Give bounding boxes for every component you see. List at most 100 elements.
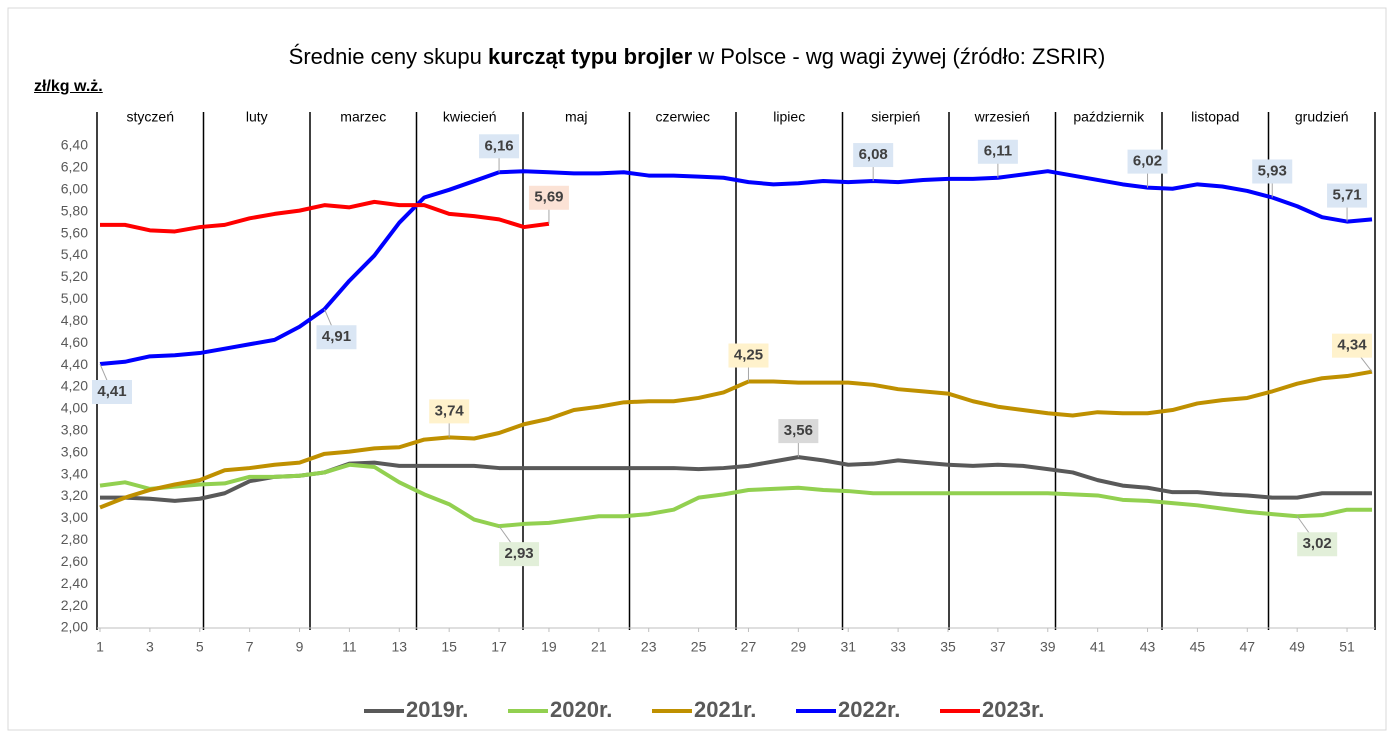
x-tick-label: 27 (741, 639, 757, 655)
y-tick-label: 6,00 (61, 181, 88, 197)
y-tick-label: 5,40 (61, 246, 88, 262)
data-label-box (1252, 159, 1293, 184)
y-tick-label: 3,80 (61, 422, 88, 438)
x-tick-label: 35 (940, 639, 956, 655)
data-label: 3,02 (1303, 535, 1332, 552)
data-label-box (1127, 149, 1168, 174)
chart-title: Średnie ceny skupu kurcząt typu brojler … (0, 44, 1394, 70)
y-tick-label: 5,20 (61, 268, 88, 284)
y-tick-label: 2,40 (61, 575, 88, 591)
y-tick-label: 3,00 (61, 509, 88, 525)
data-label-box (853, 143, 894, 168)
x-tick-label: 41 (1090, 639, 1106, 655)
data-label-box (528, 185, 569, 210)
y-tick-label: 4,20 (61, 378, 88, 394)
y-tick-label: 3,20 (61, 487, 88, 503)
data-label: 4,91 (322, 328, 351, 345)
x-tick-label: 7 (246, 639, 254, 655)
legend-label: 2021r. (694, 697, 756, 722)
x-tick-label: 45 (1190, 639, 1206, 655)
data-label-box (728, 343, 769, 368)
y-tick-label: 2,60 (61, 553, 88, 569)
y-tick-label: 5,60 (61, 224, 88, 240)
month-label: styczeń (127, 109, 174, 125)
legend-label: 2022r. (838, 697, 900, 722)
y-tick-label: 5,80 (61, 202, 88, 218)
data-label: 4,25 (734, 346, 763, 363)
x-tick-label: 19 (541, 639, 557, 655)
data-label-box (499, 542, 540, 567)
y-tick-label: 2,20 (61, 597, 88, 613)
x-tick-label: 37 (990, 639, 1006, 655)
data-label: 2,93 (504, 545, 533, 562)
y-tick-label: 6,40 (61, 137, 88, 153)
x-tick-label: 11 (342, 639, 357, 655)
y-axis-label: zł/kg w.ż. (34, 78, 103, 95)
month-label: listopad (1191, 109, 1239, 125)
month-label: kwiecień (443, 109, 497, 125)
data-label: 5,69 (534, 189, 563, 206)
legend-label: 2023r. (982, 697, 1044, 722)
data-label-box (1327, 183, 1368, 208)
x-tick-label: 21 (591, 639, 607, 655)
legend: 2019r. 2020r. 2021r. 2022r. 2023r. (364, 697, 1044, 722)
y-tick-label: 5,00 (61, 290, 88, 306)
data-label: 4,41 (97, 383, 126, 400)
y-tick-label: 2,00 (61, 619, 88, 635)
month-label: grudzień (1295, 109, 1349, 125)
month-label: lipiec (773, 109, 805, 125)
series-line (100, 199, 550, 234)
border (7, 7, 1387, 731)
data-label: 4,34 (1337, 337, 1367, 354)
data-label: 3,74 (435, 402, 465, 419)
x-tick-label: 9 (296, 639, 304, 655)
data-label-box (778, 419, 819, 444)
x-tick-label: 1 (96, 639, 104, 655)
y-tick-label: 2,80 (61, 531, 88, 547)
x-tick-label: 29 (791, 639, 807, 655)
x-tick-label: 51 (1339, 639, 1355, 655)
month-label: sierpień (871, 109, 920, 125)
title-part: w Polsce - wg wagi żywej (źródło: ZSRIR) (692, 44, 1106, 69)
data-label-box (977, 139, 1018, 164)
data-label-box (429, 399, 470, 424)
legend-label: 2019r. (406, 697, 468, 722)
x-tick-label: 17 (491, 639, 507, 655)
x-tick-label: 25 (691, 639, 707, 655)
title-part: Średnie ceny skupu (288, 44, 488, 69)
x-tick-label: 39 (1040, 639, 1056, 655)
x-tick-label: 47 (1240, 639, 1256, 655)
x-tick-label: 49 (1289, 639, 1305, 655)
month-label: październik (1073, 109, 1145, 125)
month-label: wrzesień (974, 109, 1030, 125)
data-label: 5,71 (1332, 187, 1361, 204)
y-tick-label: 4,40 (61, 356, 88, 372)
data-label-box (479, 134, 520, 159)
x-tick-label: 13 (392, 639, 408, 655)
x-tick-label: 43 (1140, 639, 1156, 655)
data-label-box (1297, 532, 1338, 557)
x-tick-label: 31 (840, 639, 856, 655)
data-label-box (316, 325, 357, 350)
data-label: 3,56 (784, 422, 813, 439)
y-tick-label: 3,60 (61, 443, 88, 459)
data-label: 5,93 (1258, 162, 1287, 179)
series-line (99, 462, 1372, 529)
y-tick-label: 3,40 (61, 465, 88, 481)
data-label-box (1332, 333, 1372, 358)
legend-label: 2020r. (550, 697, 612, 722)
title-part: kurcząt typu brojler (487, 44, 693, 69)
data-label: 6,02 (1133, 153, 1162, 170)
month-label: maj (565, 109, 588, 125)
month-label: luty (246, 109, 268, 125)
y-tick-label: 4,80 (61, 312, 88, 328)
data-label: 6,08 (859, 146, 888, 163)
x-tick-label: 15 (441, 639, 457, 655)
x-tick-label: 33 (890, 639, 906, 655)
data-label-box (92, 379, 132, 404)
month-label: marzec (340, 109, 386, 125)
y-tick-label: 6,20 (61, 159, 88, 175)
x-tick-label: 23 (641, 639, 657, 655)
